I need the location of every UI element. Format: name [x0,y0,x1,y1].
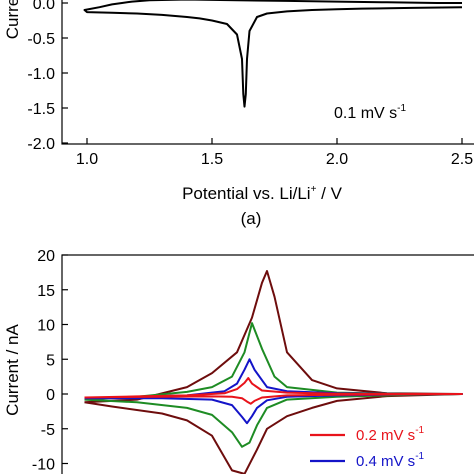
panel-b: 20 15 10 5 0 -5 -10 Current / nA 0.2 mV s-1 0.… [3,248,474,474]
panel-a-xtick-label: 1.5 [201,151,223,168]
panel-a-y-ticks: 0.0 -0.5 -1.0 -1.5 -2.0 [27,0,68,153]
panel-b-ytick-label: 0 [46,387,55,404]
panel-a-panel-label: (a) [241,209,262,228]
panel-a-x-ticks: 1.0 1.5 2.0 2.5 [76,138,473,168]
panel-a-xlabel: Potential vs. Li/Li+ / V [182,184,343,203]
panel-a-xlabel-sup: + [311,184,317,195]
panel-a-xtick-label: 2.0 [326,151,348,168]
panel-a-ytick-label: -1.0 [27,66,55,83]
panel-b-ytick-label: 10 [37,318,55,335]
panel-a-annotation-text: 0.1 mV s [334,105,397,122]
panel-b-ytick-label: -5 [41,422,55,439]
panel-a-ylabel: Curre [3,0,22,39]
panel-b-ytick-label: -10 [32,457,55,474]
legend-label-0.2: 0.2 mV s-1 [356,425,425,444]
legend-label-0.4: 0.4 mV s-1 [356,451,425,470]
panel-b-y-ticks: 20 15 10 5 0 -5 -10 [32,248,68,474]
panel-b-ytick-label: 15 [37,283,55,300]
panel-a-xlabel-unit: / V [316,184,342,203]
legend-label-0.2-text: 0.2 mV s [356,427,415,444]
legend: 0.2 mV s-1 0.4 mV s-1 [310,425,425,470]
panel-a-series [83,0,463,108]
panel-b-ytick-label: 5 [46,352,55,369]
panel-a-xtick-label: 2.5 [451,151,473,168]
panel-a-ytick-label: -2.0 [27,136,55,153]
panel-a-annotation: 0.1 mV s-1 [334,103,406,122]
panel-b-plot-frame [61,254,474,474]
panel-a-plot-frame [61,0,474,145]
panel-a-xtick-label: 1.0 [76,151,98,168]
legend-label-0.4-sup: -1 [415,451,424,462]
panel-a-ytick-label: -1.5 [27,101,55,118]
panel-b-ytick-label: 20 [37,248,55,265]
panel-a-cv-curve [83,0,463,108]
panel-a-ytick-label: -0.5 [27,31,55,48]
panel-b-series [84,270,463,474]
legend-label-0.4-text: 0.4 mV s [356,453,415,470]
panel-b-ylabel: Current / nA [3,324,22,416]
panel-a: 0.0 -0.5 -1.0 -1.5 -2.0 1.0 1.5 2.0 2.5 Curre 0… [3,0,474,228]
legend-label-0.2-sup: -1 [415,425,424,436]
panel-b-cv-curve-0 [84,377,463,405]
panel-a-ytick-label: 0.0 [33,0,55,13]
panel-a-annotation-sup: -1 [397,103,406,114]
panel-a-xlabel-text: Potential vs. Li/Li [182,184,311,203]
